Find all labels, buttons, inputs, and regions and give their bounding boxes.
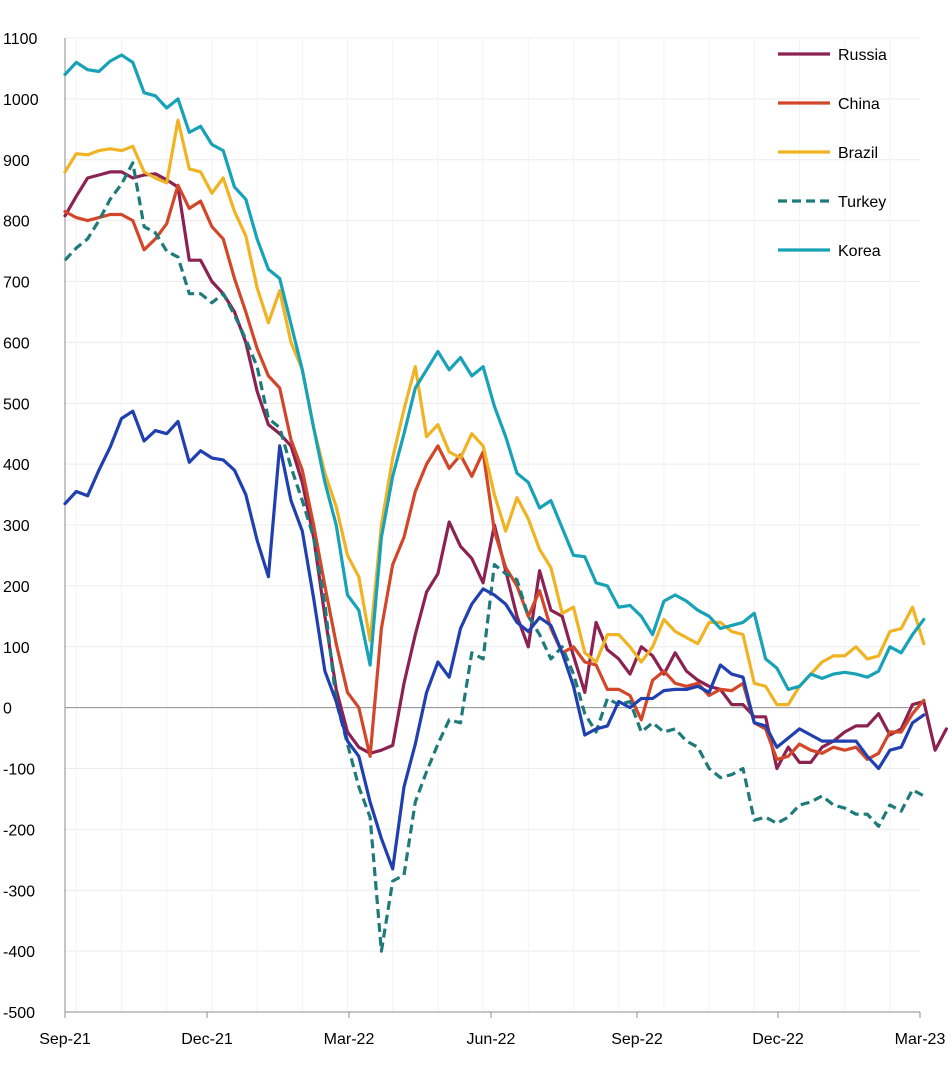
- legend-label-brazil: Brazil: [838, 145, 878, 162]
- x-tick-label: Jun-22: [467, 1031, 516, 1048]
- y-tick-label: 600: [3, 335, 30, 352]
- x-tick-label: Sep-21: [39, 1031, 91, 1048]
- y-tick-label: 300: [3, 518, 30, 535]
- series-line-china: [63, 183, 926, 761]
- x-tick-label: Mar-22: [324, 1031, 375, 1048]
- x-tick-label: Mar-23: [895, 1031, 946, 1048]
- x-axis: Sep-21 Dec-21 Mar-22 Jun-22 Sep-22 Dec-22 Mar-…: [39, 38, 945, 1048]
- y-tick-label: -100: [3, 762, 35, 779]
- y-axis-tick-labels: 110010009008007006005004003002001000-100…: [3, 31, 39, 1022]
- series-line-brazil: [63, 118, 926, 707]
- y-tick-label: 500: [3, 396, 30, 413]
- series-line-unlabeled: [63, 409, 926, 871]
- y-tick-label: 1100: [3, 31, 38, 48]
- legend-label-china: China: [838, 96, 880, 113]
- y-tick-label: -500: [3, 1005, 35, 1022]
- y-tick-label: 0: [3, 701, 12, 718]
- x-tick-label: Dec-22: [752, 1031, 804, 1048]
- y-tick-label: 700: [3, 275, 30, 292]
- legend: Russia China Brazil Turkey Korea: [778, 47, 887, 260]
- x-tick-label: Dec-21: [181, 1031, 233, 1048]
- series-line-russia: [63, 170, 948, 771]
- legend-label-turkey: Turkey: [838, 194, 886, 211]
- y-tick-label: 200: [3, 579, 30, 596]
- series-line-korea: [63, 53, 926, 691]
- y-tick-label: 900: [3, 153, 30, 170]
- y-tick-label: -400: [3, 944, 35, 961]
- y-tick-label: -300: [3, 883, 35, 900]
- legend-label-korea: Korea: [838, 243, 881, 260]
- series-lines: [63, 53, 948, 953]
- x-tick-label: Sep-22: [611, 1031, 663, 1048]
- y-tick-label: -200: [3, 822, 35, 839]
- y-tick-label: 1000: [3, 92, 39, 109]
- gridlines: [65, 37, 920, 1013]
- series-line-turkey: [63, 161, 925, 953]
- y-tick-label: 800: [3, 214, 30, 231]
- y-tick-label: 100: [3, 640, 30, 657]
- y-tick-label: 400: [3, 457, 30, 474]
- legend-label-russia: Russia: [838, 47, 887, 64]
